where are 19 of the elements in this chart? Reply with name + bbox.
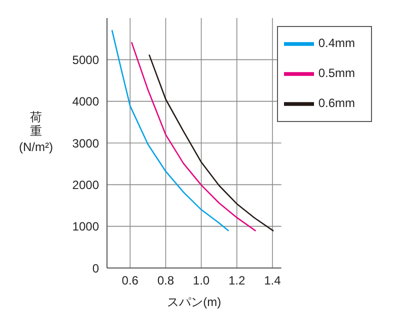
x-axis-title: スパン(m): [167, 295, 222, 309]
y-tick-label: 4000: [72, 94, 100, 109]
legend-label: 0.5mm: [318, 66, 355, 80]
line-series: [148, 54, 274, 232]
legend-label: 0.4mm: [318, 36, 355, 50]
y-tick-label: 1000: [72, 220, 100, 234]
x-tick-label: 1.2: [228, 274, 246, 288]
y-tick-label: 3000: [72, 136, 100, 150]
y-tick-label: 5000: [72, 52, 100, 67]
x-tick-label: 1.0: [192, 274, 210, 288]
y-axis-title: 荷重 (N/m²): [19, 110, 53, 154]
y-tick-label: 0: [92, 261, 100, 276]
y-tick-label: 2000: [72, 178, 100, 192]
line-series: [111, 29, 230, 232]
line-series: [130, 42, 256, 232]
x-tick-label: 1.4: [264, 274, 282, 288]
x-tick-label: 0.8: [157, 274, 174, 288]
legend-label: 0.6mm: [318, 96, 355, 110]
x-tick-label: 0.6: [122, 274, 139, 288]
